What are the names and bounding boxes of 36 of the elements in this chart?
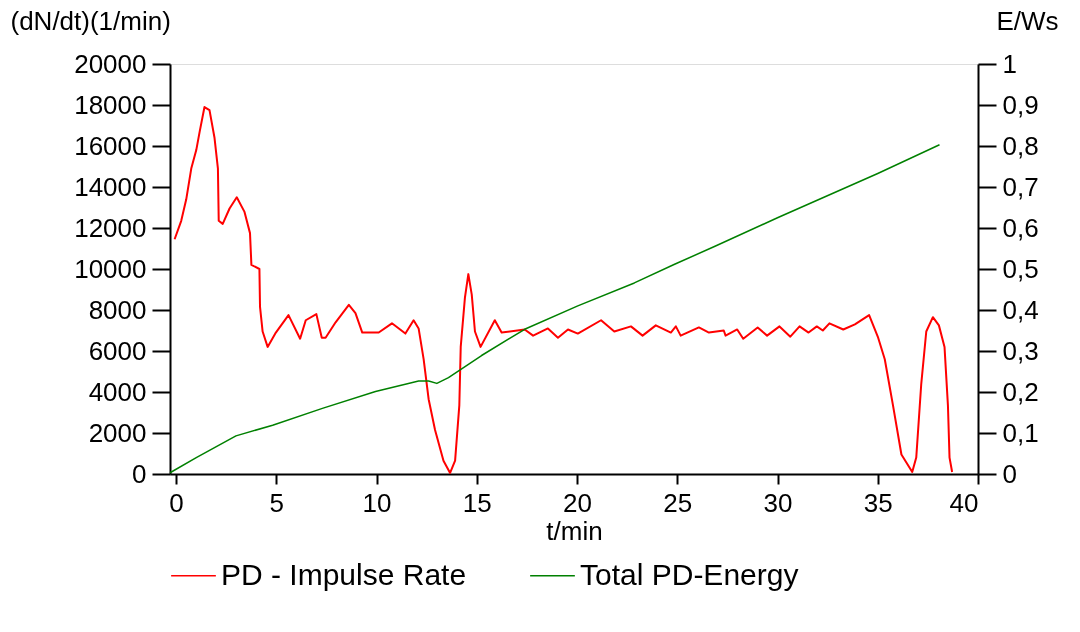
y-tick-label: 16000	[74, 130, 147, 161]
x-tick-label: 5	[269, 487, 284, 518]
legend-label: PD - Impulse Rate	[221, 557, 467, 591]
y-tick-label: 14000	[74, 171, 147, 202]
x-tick-label: 20	[563, 487, 592, 518]
y2-tick-label: 1	[1002, 48, 1017, 79]
y2-tick-label: 0,9	[1002, 89, 1039, 120]
y-tick-label: 12000	[74, 212, 147, 243]
y2-tick-label: 0,6	[1002, 212, 1039, 243]
y-tick-label: 20000	[74, 48, 147, 79]
x-tick-label: 35	[863, 487, 893, 518]
x-tick-label: 0	[169, 487, 184, 518]
x-tick-label: 10	[362, 487, 392, 518]
y-tick-label: 6000	[88, 335, 147, 366]
legend-label: Total PD-Energy	[580, 557, 799, 591]
y-tick-label: 0	[132, 458, 147, 489]
x-tick-label: 15	[462, 487, 492, 518]
y2-tick-label: 0,8	[1002, 130, 1039, 161]
y2-tick-label: 0,5	[1002, 253, 1039, 284]
y2-axis-title: E/Ws	[996, 5, 1059, 36]
y2-tick-label: 0	[1002, 458, 1017, 489]
y-tick-label: 10000	[74, 253, 147, 284]
y-tick-label: 18000	[74, 89, 147, 120]
y2-tick-label: 0,3	[1002, 335, 1039, 366]
y2-tick-label: 0,2	[1002, 376, 1039, 407]
y2-tick-label: 0,4	[1002, 294, 1039, 325]
y-axis-title: (dN/dt)(1/min)	[10, 5, 171, 36]
y2-tick-label: 0,7	[1002, 171, 1039, 202]
y-tick-label: 8000	[88, 294, 147, 325]
x-tick-label: 40	[949, 487, 979, 518]
y-tick-label: 2000	[88, 417, 147, 448]
y2-tick-label: 0,1	[1002, 417, 1039, 448]
x-tick-label: 30	[763, 487, 793, 518]
x-axis-title: t/min	[546, 515, 603, 546]
x-tick-label: 25	[663, 487, 693, 518]
y-tick-label: 4000	[88, 376, 147, 407]
